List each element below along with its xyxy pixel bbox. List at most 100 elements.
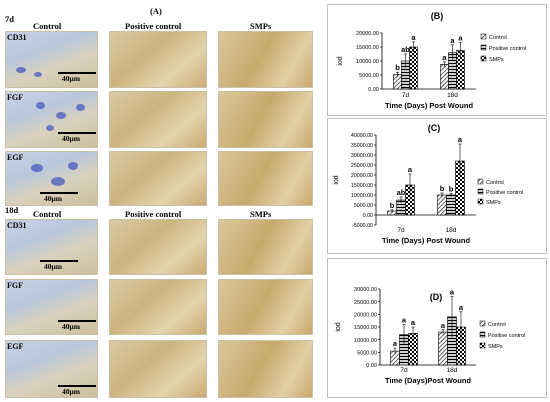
significance-letter: a — [442, 53, 447, 62]
y-tick-label: 0.00 — [368, 87, 379, 93]
legend-entry: SMPs — [489, 57, 504, 63]
x-tick-label: 7d — [400, 367, 408, 374]
y-tick-label: 25000.00 — [351, 163, 373, 169]
y-tick-label: 20000.00 — [356, 31, 379, 37]
col-header-smps-7d: SMPs — [250, 21, 272, 31]
y-axis-label: iod — [335, 322, 342, 331]
y-tick-label: 10000.00 — [351, 193, 373, 199]
significance-letter: ab — [397, 188, 406, 197]
chart-panel-label: (D) — [430, 292, 443, 302]
col-header-positive-7d: Positive control — [125, 21, 182, 31]
significance-letter: ab — [401, 45, 410, 54]
legend-entry: Control — [488, 322, 506, 328]
micrograph-egf-smps-7d — [218, 151, 313, 206]
legend-entry: Control — [486, 180, 504, 186]
legend-swatch — [479, 331, 486, 338]
y-tick-label: 20000.00 — [354, 313, 377, 319]
significance-letter: b — [390, 201, 395, 210]
col-header-smps-18d: SMPs — [250, 209, 272, 219]
significance-letter: a — [393, 339, 398, 348]
micrograph-egf-positive-7d — [109, 151, 207, 206]
significance-letter: a — [402, 315, 407, 324]
significance-letter: b — [449, 184, 454, 193]
legend-entry: SMPs — [488, 344, 503, 350]
chart-b: (B) 0.00 5000.00 10000.00 15000.00 20000.00 io… — [337, 11, 526, 110]
legend-entry: Positive control — [489, 46, 526, 52]
row-label-fgf-18d: FGF — [7, 281, 23, 290]
legend-entry: SMPs — [486, 200, 501, 206]
micrograph-egf-positive-18d — [109, 340, 207, 398]
x-tick-label: 18d — [447, 92, 458, 99]
micrograph-egf-control-18d: EGF 40μm — [5, 340, 98, 398]
y-tick-label: 30000.00 — [351, 153, 373, 159]
legend-swatch — [477, 188, 484, 195]
y-tick-label: 30000.00 — [354, 287, 377, 293]
micrograph-fgf-positive-7d — [109, 91, 207, 148]
bar — [409, 46, 418, 90]
micrograph-fgf-control-7d: FGF 40μm — [5, 91, 98, 148]
significance-letter: a — [411, 33, 416, 42]
x-tick-label: 18d — [447, 367, 458, 374]
row-label-egf-7d: EGF — [7, 153, 24, 162]
legend-entry: Positive control — [486, 190, 523, 196]
row-label-cd31-7d: CD31 — [7, 33, 27, 42]
col-header-control-7d: Control — [33, 21, 62, 31]
micrograph-cd31-smps-7d — [218, 31, 313, 88]
panel-a-label: (A) — [150, 6, 162, 16]
chart-panel-label: (B) — [431, 11, 444, 21]
legend-swatch — [479, 342, 486, 349]
significance-letter: b — [440, 184, 445, 193]
micrograph-cd31-positive-18d — [109, 219, 207, 275]
y-tick-label: 25000.00 — [354, 300, 377, 306]
bar — [437, 194, 447, 216]
x-axis-label: Time (Days) Post Wound — [382, 236, 470, 245]
legend-entry: Positive control — [488, 333, 525, 339]
chart-b-box: (B) 0.00 5000.00 10000.00 15000.00 20000.00 io… — [327, 4, 547, 116]
significance-letter: a — [411, 318, 416, 327]
legend-swatch — [477, 178, 484, 185]
y-tick-label: 10000.00 — [356, 59, 379, 65]
x-tick-label: 7d — [397, 227, 405, 234]
chart-d: (D) 0.00 5000.00 10000.00 15000.00 20000.00 25… — [335, 287, 525, 385]
micrograph-fgf-control-18d: FGF 40μm — [5, 279, 98, 335]
y-tick-label: -5000.00 — [352, 223, 373, 229]
chart-c: (C) -5000.00 0.00 5000.00 10000.00 15000.00 20… — [333, 123, 523, 245]
x-axis-label: Time (Days) Post Wound — [385, 101, 473, 110]
micrograph-cd31-control-18d: CD31 40μm — [5, 219, 98, 275]
legend-swatch — [480, 55, 487, 62]
y-tick-label: 10000.00 — [354, 338, 377, 344]
y-tick-label: 0.00 — [366, 363, 377, 369]
significance-letter: a — [458, 135, 463, 144]
x-tick-label: 7d — [402, 92, 410, 99]
y-tick-label: 5000.00 — [354, 203, 373, 209]
micrograph-egf-control-7d: EGF 40μm — [5, 151, 98, 206]
y-axis-label: iod — [337, 56, 344, 65]
micrograph-cd31-smps-18d — [218, 219, 313, 275]
x-axis-label: Time (Days)Post Wound — [385, 376, 471, 385]
significance-letter: a — [450, 288, 455, 297]
micrograph-egf-smps-18d — [218, 340, 313, 398]
day7-label: 7d — [5, 14, 14, 24]
row-label-fgf-7d: FGF — [7, 93, 23, 102]
micrograph-fgf-smps-18d — [218, 279, 313, 335]
significance-letter: a — [459, 303, 464, 312]
day18-label: 18d — [5, 205, 19, 215]
significance-letter: a — [450, 36, 455, 45]
y-tick-label: 0.00 — [363, 213, 373, 219]
y-tick-label: 20000.00 — [351, 173, 373, 179]
significance-letter: a — [458, 34, 463, 43]
micrograph-cd31-positive-7d — [109, 31, 207, 88]
micrograph-fgf-positive-18d — [109, 279, 207, 335]
significance-letter: a — [441, 321, 446, 330]
y-tick-label: 40000.00 — [351, 133, 373, 139]
y-tick-label: 35000.00 — [351, 143, 373, 149]
significance-letter: a — [408, 165, 413, 174]
col-header-control-18d: Control — [33, 209, 62, 219]
micrograph-fgf-smps-7d — [218, 91, 313, 148]
legend-swatch — [480, 44, 487, 51]
bar — [438, 331, 448, 366]
bar — [440, 64, 449, 90]
y-tick-label: 5000.00 — [357, 351, 377, 357]
chart-c-box: (C) -5000.00 0.00 5000.00 10000.00 15000.00 20… — [327, 118, 547, 254]
chart-panel-label: (C) — [428, 123, 441, 133]
